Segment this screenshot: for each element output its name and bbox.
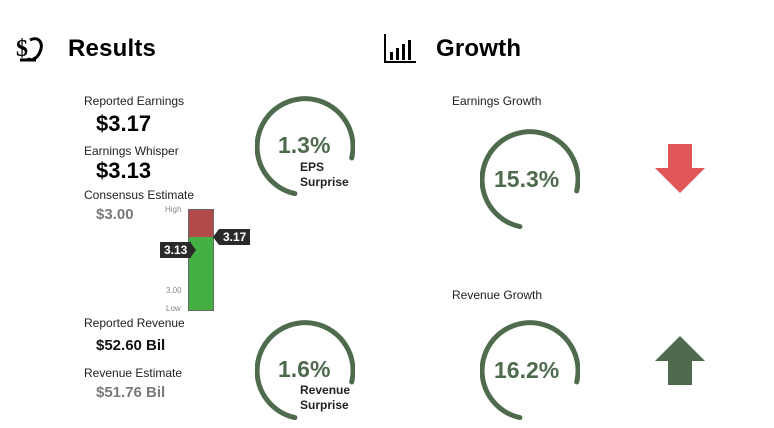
revenue-surprise-line1: Revenue — [300, 383, 351, 397]
money-hand-icon: $ — [16, 32, 46, 64]
range-consensus-tick: 3.00 — [166, 286, 182, 295]
range-high-label: High — [165, 205, 182, 214]
beat-segment — [189, 210, 213, 237]
revenue-growth-label: Revenue Growth — [452, 288, 543, 302]
reported-tag-pointer — [213, 229, 219, 245]
growth-title: Growth — [436, 35, 522, 62]
results-title: Results — [68, 35, 157, 62]
earnings-growth-label: Earnings Growth — [452, 94, 542, 108]
eps-surprise-line2: Surprise — [300, 175, 349, 189]
consensus-estimate-value: $3.00 — [96, 206, 134, 223]
eps-surprise-ring — [255, 96, 355, 196]
range-low-label: Low — [166, 304, 181, 313]
earnings-growth-ring — [480, 129, 580, 229]
revenue-estimate-value: $51.76 Bil — [96, 384, 166, 401]
revenue-growth-ring — [480, 320, 580, 420]
earnings-whisper-label: Earnings Whisper — [84, 144, 179, 158]
reported-revenue-value: $52.60 Bil — [96, 337, 166, 354]
reported-earnings-value: $3.17 — [96, 111, 152, 136]
whisper-tag: 3.13 — [160, 242, 192, 258]
earnings-whisper-value: $3.13 — [96, 158, 152, 183]
revenue-surprise-value: 1.6% — [278, 356, 331, 382]
earnings-growth-value: 15.3% — [494, 166, 560, 192]
eps-surprise-line1: EPS — [300, 160, 325, 174]
arrow-up-icon — [655, 336, 705, 385]
eps-surprise-value: 1.3% — [278, 132, 331, 158]
whisper-tag-pointer — [190, 242, 196, 258]
consensus-estimate-label: Consensus Estimate — [84, 188, 195, 202]
reported-revenue-label: Reported Revenue — [84, 316, 185, 330]
revenue-estimate-label: Revenue Estimate — [84, 366, 183, 380]
reported-earnings-label: Reported Earnings — [84, 94, 185, 108]
revenue-surprise-line2: Surprise — [300, 398, 349, 412]
bar-chart-icon — [383, 34, 417, 64]
estimate-range-bar — [188, 209, 214, 311]
svg-text:$: $ — [16, 36, 28, 62]
revenue-growth-value: 16.2% — [494, 357, 560, 383]
reported-tag: 3.17 — [219, 229, 251, 245]
revenue-surprise-ring — [255, 320, 355, 420]
arrow-down-icon — [655, 144, 705, 193]
